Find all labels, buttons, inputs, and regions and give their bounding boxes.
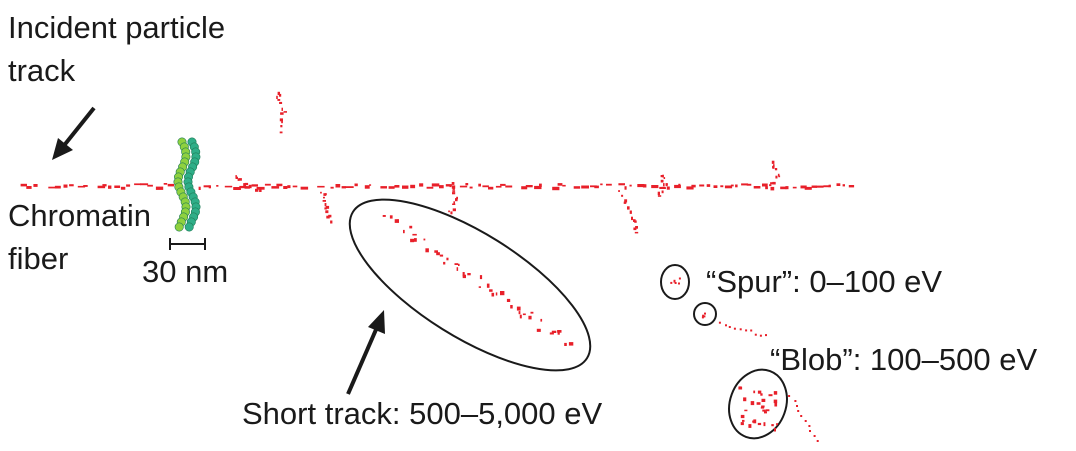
track-label: track: [8, 53, 76, 88]
chromatin-label: Chromatin: [8, 198, 151, 233]
blob-label: “Blob”: 100–500 eV: [770, 342, 1038, 377]
blob-dots: [738, 386, 819, 442]
incident-arrow-icon: [52, 106, 96, 160]
incident-particle-track: [20, 183, 855, 191]
chromatin-fiber-icon: [173, 137, 201, 232]
blob-ellipse: [728, 368, 788, 440]
short-track-dots: [382, 215, 574, 346]
short-track-ellipse: [348, 198, 592, 372]
scale-bar: [169, 238, 206, 250]
fiber-label: fiber: [8, 241, 69, 276]
spur-dots: [670, 277, 767, 337]
short-track-label: Short track: 500–5,000 eV: [242, 396, 603, 431]
secondary-electron-tracks: [235, 91, 781, 234]
spur-circle-2: [693, 302, 717, 326]
spur-circle-1: [660, 264, 690, 300]
short-track-arrow-icon: [346, 310, 385, 395]
spur-label: “Spur”: 0–100 eV: [706, 264, 943, 299]
incident-particle-label: Incident particle: [8, 10, 226, 45]
scale-bar-label: 30 nm: [142, 254, 229, 289]
